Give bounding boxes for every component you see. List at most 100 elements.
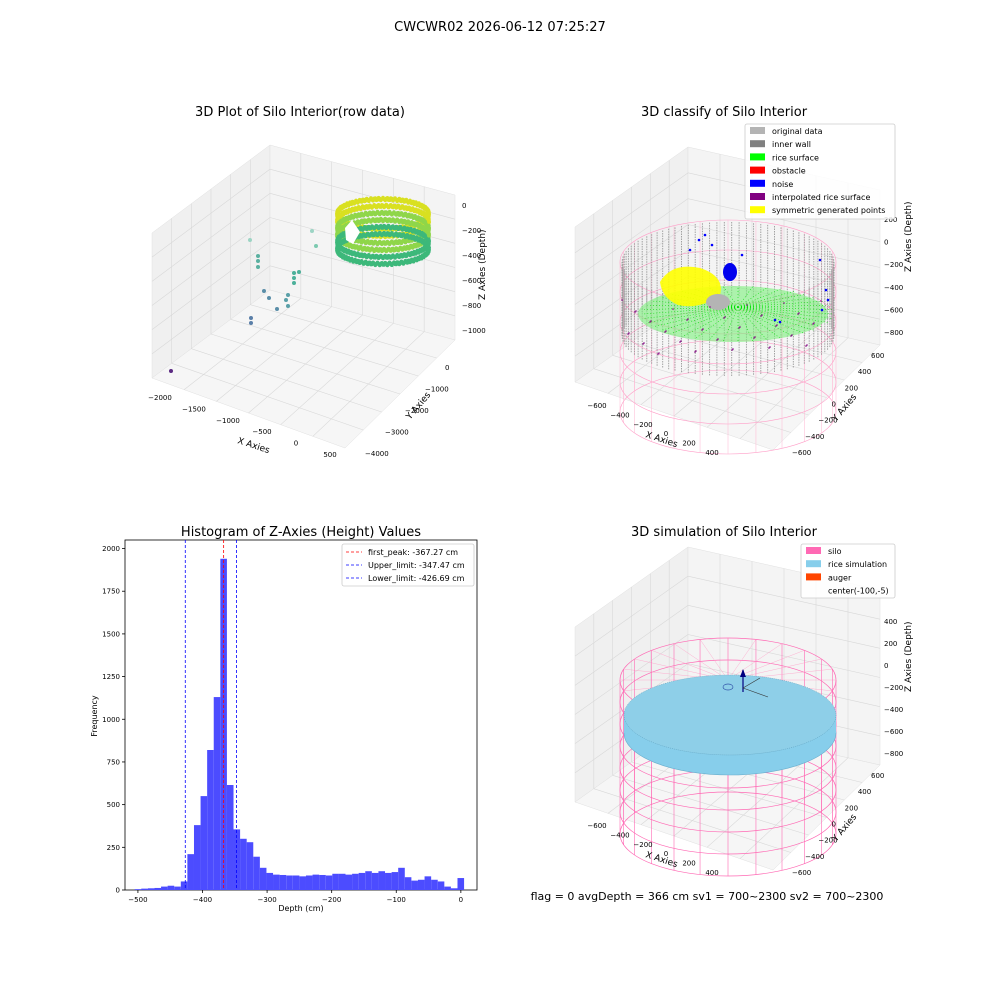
rice-surface-rays <box>737 306 834 315</box>
y-tick-label: −4000 <box>365 450 389 458</box>
histogram-bar <box>424 876 432 890</box>
histogram-bars <box>134 558 465 890</box>
histogram-bar <box>246 842 254 890</box>
center-marker <box>722 683 734 691</box>
histogram-bar <box>292 875 300 890</box>
raw-x-ticks: −2000 −1500 −1000 −500 0 500 <box>148 394 337 459</box>
z-tick-label: −800 <box>462 302 481 310</box>
interpolated-point <box>679 341 681 343</box>
z-tick-label: 200 <box>884 640 897 648</box>
histogram-bar <box>266 872 274 890</box>
raw-point <box>427 226 431 231</box>
histogram-bar <box>332 873 339 890</box>
y-tick-label: −1000 <box>425 386 449 394</box>
interpolated-point <box>621 299 623 301</box>
legend-label: interpolated rice surface <box>772 193 870 202</box>
x-tick-label: −400 <box>610 411 629 419</box>
raw-point <box>284 298 288 302</box>
rice-simulation-top <box>623 674 837 756</box>
raw-point <box>427 220 431 224</box>
interpolated-point <box>769 346 771 348</box>
y-tick-label: 1750 <box>102 588 120 596</box>
interpolated-point <box>731 349 733 351</box>
rice-surface-rays <box>737 306 806 335</box>
interpolated-point <box>761 314 763 316</box>
y-tick-label: −400 <box>805 433 824 441</box>
auger-arm <box>742 677 761 689</box>
x-tick-label: 0 <box>664 430 668 438</box>
silo-top-spoke <box>699 639 729 681</box>
interpolated-point <box>658 352 660 354</box>
histogram-bar <box>200 796 208 890</box>
legend-label: Lower_limit: -426.69 cm <box>368 574 465 583</box>
interpolated-point <box>680 340 682 342</box>
legend-swatch <box>750 179 765 187</box>
interpolated-point <box>695 350 697 352</box>
interpolated-point <box>694 351 696 353</box>
simulation-title: 3D simulation of Silo Interior <box>631 525 818 540</box>
simulation-z-ticks: 400 200 0 −200 −400 −600 −800 <box>884 618 903 758</box>
silo-top-spoke <box>727 639 757 681</box>
noise-point <box>697 238 701 242</box>
classify-z-ticks: 200 0 −200 −400 −600 −800 <box>884 216 903 337</box>
interpolated-point <box>812 323 814 325</box>
rice-surface-rays <box>722 306 739 342</box>
interpolated-point <box>790 335 792 337</box>
raw-point <box>286 293 290 297</box>
rice-surface-rays <box>722 286 739 308</box>
z-tick-label: −200 <box>462 227 481 235</box>
raw-point-cloud <box>169 195 431 373</box>
interpolated-point <box>753 337 755 339</box>
legend-swatch <box>750 153 765 161</box>
classify-point-cloud <box>619 219 837 455</box>
histogram-bar <box>378 871 386 890</box>
x-tick-label: 0 <box>294 440 298 448</box>
figure-suptitle: CWCWR02 2026-06-12 07:25:27 <box>394 20 606 35</box>
raw-point <box>275 307 279 311</box>
z-tick-label: −400 <box>884 284 903 292</box>
x-tick-label: −500 <box>128 896 147 904</box>
legend-label: Upper_limit: -347.47 cm <box>368 561 465 570</box>
x-tick-label: 200 <box>682 860 695 868</box>
z-tick-label: 0 <box>884 662 888 670</box>
x-tick-label: 200 <box>682 440 695 448</box>
histogram-bar <box>305 875 313 890</box>
interpolated-point <box>754 336 756 338</box>
interpolated-point <box>650 320 652 322</box>
grid-line <box>269 168 456 220</box>
histogram-bar <box>253 856 260 890</box>
legend-label: center(-100,-5) <box>828 587 889 596</box>
histogram-bar <box>358 872 366 890</box>
legend-swatch <box>750 166 765 174</box>
y-tick-label: 1500 <box>102 630 120 638</box>
rice-surface-rays <box>737 297 815 308</box>
histogram-bar <box>338 873 346 890</box>
grid-line <box>739 757 849 859</box>
histogram-bar <box>226 785 234 890</box>
interpolated-point <box>672 308 674 310</box>
histogram-reference-lines <box>184 540 237 890</box>
rice-surface-rays <box>737 306 823 327</box>
raw-point <box>169 369 173 373</box>
silo-top-spoke <box>673 643 729 681</box>
histogram-bar <box>180 881 188 890</box>
x-tick-label: −400 <box>610 831 629 839</box>
x-tick-label: −600 <box>587 402 606 410</box>
interpolated-point <box>739 326 741 328</box>
interpolated-point <box>760 315 762 317</box>
histogram-bar <box>371 872 379 890</box>
raw-point <box>427 238 431 242</box>
legend-label: rice simulation <box>828 560 887 569</box>
y-tick-label: 0 <box>445 364 449 372</box>
interpolated-point <box>664 331 666 333</box>
raw-point <box>314 244 318 248</box>
histogram-bar <box>233 829 241 890</box>
interpolated-point <box>805 345 807 347</box>
z-tick-label: −600 <box>462 277 481 285</box>
raw-point <box>292 276 296 280</box>
raw-zlabel: Z Axies (Depth) <box>478 229 488 300</box>
legend-swatch <box>806 560 821 568</box>
histogram-bar <box>167 885 175 890</box>
raw-point <box>249 316 253 320</box>
rice-surface-rays <box>737 306 829 323</box>
